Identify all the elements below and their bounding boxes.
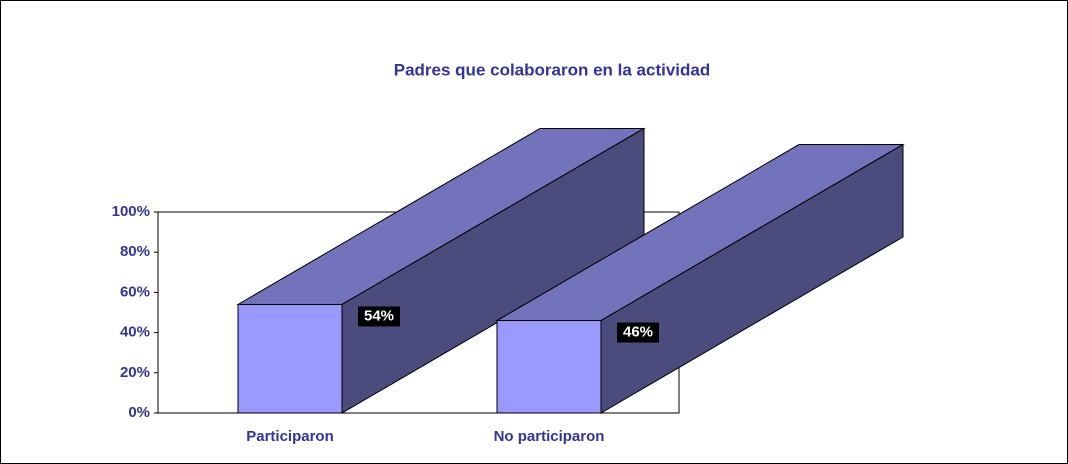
y-tick-label: 0% (128, 404, 150, 421)
value-label-bg (358, 306, 400, 327)
y-tick-label: 80% (120, 243, 150, 260)
bar (236, 127, 646, 414)
value-label: 46% (623, 324, 653, 341)
value-label: 54% (364, 307, 394, 324)
x-tick-label: Participaron (246, 428, 334, 445)
chart-title: Padres que colaboraron en la actividad (394, 60, 711, 79)
x-tick-label: No participaron (494, 428, 605, 445)
y-tick-label: 100% (112, 203, 150, 220)
y-tick-label: 40% (120, 324, 150, 341)
y-tick-label: 60% (120, 283, 150, 300)
value-label-bg (617, 322, 659, 343)
y-tick-label: 20% (120, 364, 150, 381)
bar-front (237, 303, 343, 414)
bar (495, 143, 905, 414)
bar-front (496, 320, 602, 414)
